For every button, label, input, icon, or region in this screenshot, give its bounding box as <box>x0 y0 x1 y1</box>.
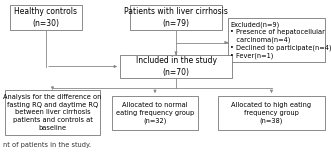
Text: Healthy controls
(n=30): Healthy controls (n=30) <box>15 7 77 28</box>
Text: nt of patients in the study.: nt of patients in the study. <box>3 142 91 148</box>
Text: Allocated to normal
eating frequency group
(n=32): Allocated to normal eating frequency gro… <box>116 102 194 124</box>
Bar <box>112 96 198 130</box>
Bar <box>5 90 100 135</box>
Text: Analysis for the difference on
fasting RQ and daytime RQ
between liver cirrhosis: Analysis for the difference on fasting R… <box>3 95 102 131</box>
Bar <box>218 96 325 130</box>
Bar <box>10 5 82 30</box>
Bar <box>228 18 325 62</box>
Text: Patients with liver cirrhosis
(n=79): Patients with liver cirrhosis (n=79) <box>124 7 228 28</box>
Text: Allocated to high eating
frequency group
(n=38): Allocated to high eating frequency group… <box>231 102 311 124</box>
Bar <box>130 5 222 30</box>
Bar <box>120 55 232 78</box>
Text: Included in the study
(n=70): Included in the study (n=70) <box>135 56 216 77</box>
Text: Excluded(n=9)
• Presence of hepatocellular
   carcinoma(n=4)
• Declined to parti: Excluded(n=9) • Presence of hepatocellul… <box>230 21 331 59</box>
